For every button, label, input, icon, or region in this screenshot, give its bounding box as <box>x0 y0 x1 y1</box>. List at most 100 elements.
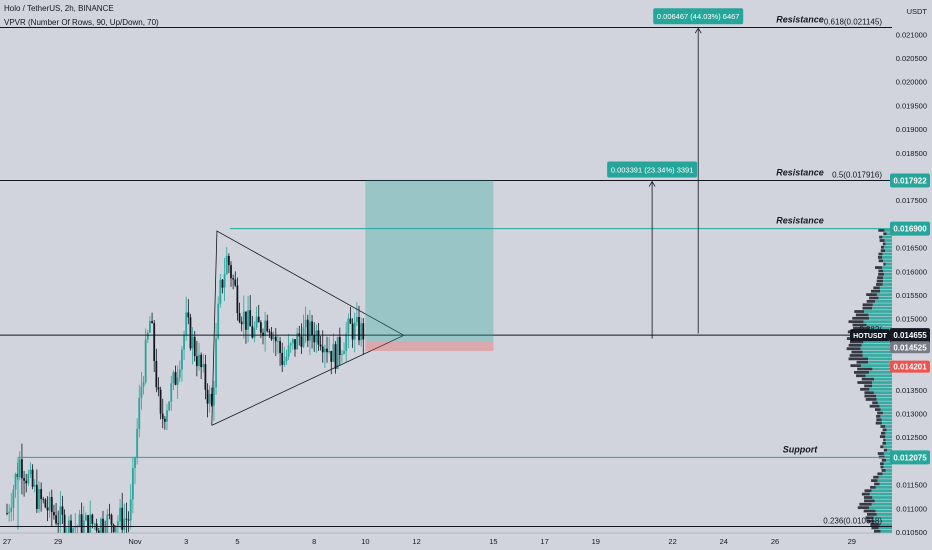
vpvr-up-bar <box>866 323 892 327</box>
candle-body <box>187 312 190 318</box>
candle-body <box>341 354 343 355</box>
candle-body <box>223 274 226 288</box>
vpvr-up-bar <box>876 394 892 398</box>
candle-body <box>91 514 94 524</box>
measure-2-label: 0.006467 (44.03%) 6467 <box>657 12 740 21</box>
candle-body <box>57 523 60 525</box>
candle-body <box>347 318 350 334</box>
vpvr-up-bar <box>878 296 892 300</box>
vpvr-down-bar <box>877 472 883 476</box>
candle-body <box>242 311 245 325</box>
price-tick-label: 0.018500 <box>896 149 927 158</box>
indicator-legend[interactable]: VPVR (Number Of Rows, 90, Up/Down, 70) <box>4 18 159 27</box>
vpvr-down-bar <box>864 489 872 493</box>
candle-body <box>151 321 153 324</box>
candle-body <box>70 520 72 541</box>
long-position-stop-zone <box>365 341 494 351</box>
vpvr-up-bar <box>871 502 892 506</box>
candle-body <box>338 336 341 355</box>
vpvr-down-bar <box>873 286 880 290</box>
level-badge-fib-0.5 <box>890 173 930 188</box>
date-tick-label: 26 <box>771 537 779 546</box>
candle-body <box>134 457 136 468</box>
date-tick-label: 22 <box>668 537 676 546</box>
triangle-pattern <box>211 230 405 426</box>
vpvr-up-bar <box>876 398 892 401</box>
vpvr-up-bar <box>860 347 892 351</box>
vpvr-down-bar <box>878 272 884 276</box>
candle-body <box>108 514 111 516</box>
price-tick-label: 0.015000 <box>896 315 927 324</box>
vpvr-up-bar <box>875 299 892 303</box>
candle-body <box>161 413 164 419</box>
candle-body <box>27 474 30 484</box>
vpvr-up-bar <box>872 306 892 310</box>
candle-body <box>221 279 224 288</box>
candle-body <box>251 326 254 338</box>
vpvr-down-bar <box>870 523 880 526</box>
vpvr-down-bar <box>864 499 875 503</box>
vpvr-up-bar <box>879 404 892 408</box>
candle-body <box>234 279 237 286</box>
candle-body <box>12 489 15 508</box>
candle-body <box>138 397 141 429</box>
vpvr-up-bar <box>883 259 892 263</box>
vpvr-up-bar <box>884 245 892 249</box>
symbol-tag <box>850 329 890 342</box>
vpvr-down-bar <box>879 239 885 242</box>
vpvr-down-bar <box>879 435 886 439</box>
vpvr-down-bar <box>869 404 880 408</box>
date-tick-label: 12 <box>412 537 420 546</box>
vpvr-up-bar <box>868 313 892 317</box>
candle-body <box>121 507 124 530</box>
vpvr-down-bar <box>848 343 862 347</box>
vpvr-down-bar <box>870 485 876 489</box>
vpvr-down-bar <box>875 266 883 269</box>
vpvr-down-bar <box>869 296 879 300</box>
vpvr-down-bar <box>880 445 884 449</box>
candle-body <box>102 518 104 534</box>
vpvr-down-bar <box>878 252 883 256</box>
vpvr-down-bar <box>883 262 886 266</box>
vpvr-down-bar <box>883 448 888 452</box>
price-tick-label: 0.015500 <box>896 291 927 300</box>
vpvr-down-bar <box>880 249 886 253</box>
candle-body <box>114 525 117 533</box>
candle-body <box>266 320 269 332</box>
vpvr-down-bar <box>878 259 884 263</box>
vpvr-down-bar <box>848 357 869 361</box>
candle-body <box>355 317 358 323</box>
candle-body <box>240 321 243 325</box>
drawings: 0.618(0.021145)Resistance0.5(0.017916)Re… <box>0 8 892 530</box>
price-tick-label: 0.013000 <box>896 410 927 419</box>
vpvr-down-bar <box>863 496 873 499</box>
candle-body <box>279 341 281 353</box>
candle-body <box>291 339 294 344</box>
candle-body <box>300 336 303 347</box>
vpvr-up-bar <box>872 303 892 307</box>
vpvr-up-bar <box>871 489 892 493</box>
fib-label-fib-0.236: 0.236(0.010618) <box>823 516 882 525</box>
vpvr-down-bar <box>872 401 878 405</box>
candle-body <box>48 496 51 511</box>
candle-body <box>155 361 158 388</box>
vpvr-down-bar <box>880 431 886 435</box>
vpvr-up-bar <box>882 252 892 256</box>
candle-body <box>185 312 188 335</box>
vpvr-up-bar <box>872 381 892 384</box>
vpvr-up-bar <box>882 266 892 269</box>
vpvr-down-bar <box>882 242 886 246</box>
vpvr-down-bar <box>880 462 884 466</box>
candle-body <box>82 520 85 536</box>
candle-body <box>285 356 288 362</box>
candle-body <box>8 511 11 514</box>
vpvr-down-bar <box>881 458 887 462</box>
vpvr-down-bar <box>878 228 885 232</box>
candle-body <box>302 327 305 347</box>
candle-body <box>206 389 209 404</box>
date-tick-label: 27 <box>3 537 11 546</box>
vpvr-up-bar <box>880 529 892 533</box>
vpvr-down-bar <box>864 394 877 398</box>
vpvr-up-bar <box>883 445 892 449</box>
